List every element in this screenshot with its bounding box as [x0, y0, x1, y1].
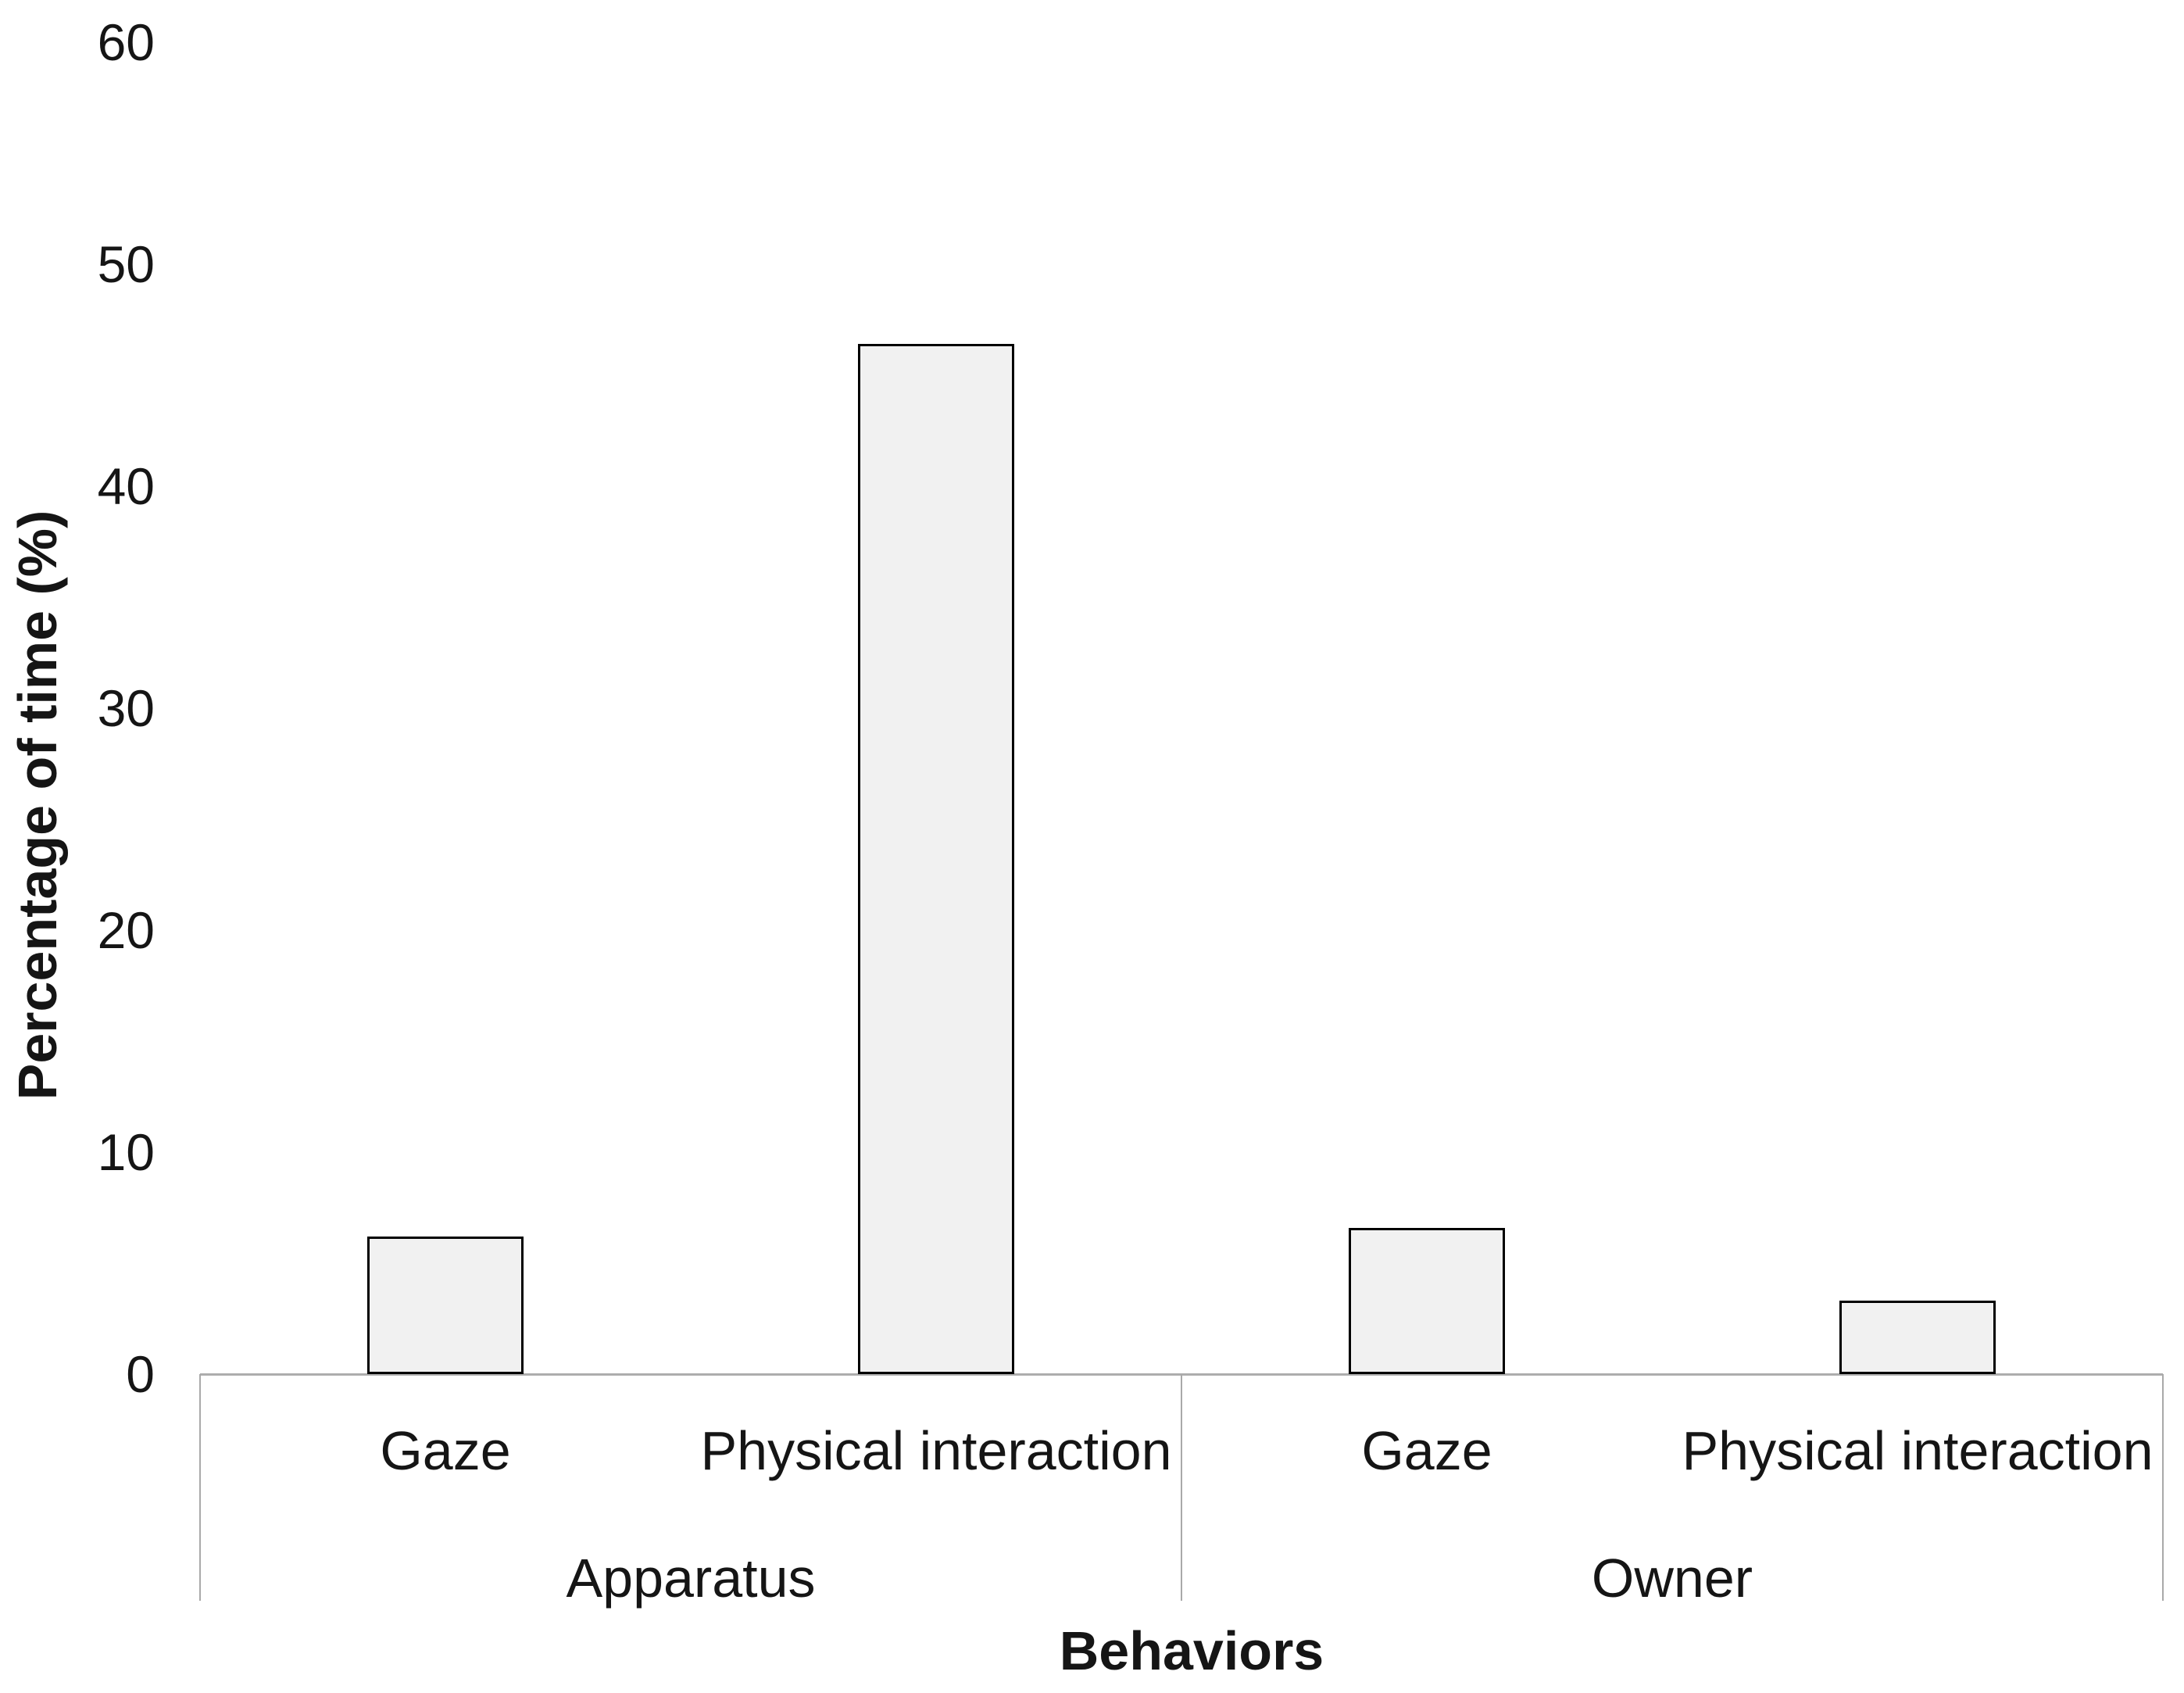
category-label: Gaze — [380, 1420, 511, 1481]
bar-apparatus-physical-interaction — [858, 344, 1014, 1374]
category-frame-left-line — [199, 1374, 201, 1601]
bar-owner-gaze — [1349, 1227, 1505, 1374]
y-axis-tick-label: 0 — [126, 1345, 155, 1403]
category-label: Physical interaction — [1682, 1420, 2154, 1481]
y-axis-tick-label: 10 — [97, 1123, 155, 1181]
group-label: Apparatus — [566, 1548, 816, 1609]
category-label: Physical interaction — [700, 1420, 1172, 1481]
category-frame-right-line — [2162, 1374, 2164, 1601]
bar-owner-physical-interaction — [1839, 1301, 1996, 1374]
y-axis-tick-label: 40 — [97, 457, 155, 515]
bar-apparatus-gaze — [367, 1236, 524, 1374]
group-divider-line — [1181, 1374, 1182, 1601]
y-axis-tick-label: 20 — [97, 901, 155, 959]
y-axis-tick-label: 50 — [97, 235, 155, 293]
category-label: Gaze — [1361, 1420, 1492, 1481]
group-label: Owner — [1591, 1548, 1753, 1609]
y-axis-title: Percentage of time (%) — [7, 510, 68, 1101]
x-axis-title: Behaviors — [1059, 1620, 1324, 1681]
y-axis-tick-label: 30 — [97, 679, 155, 737]
y-axis-tick-label: 60 — [97, 13, 155, 71]
